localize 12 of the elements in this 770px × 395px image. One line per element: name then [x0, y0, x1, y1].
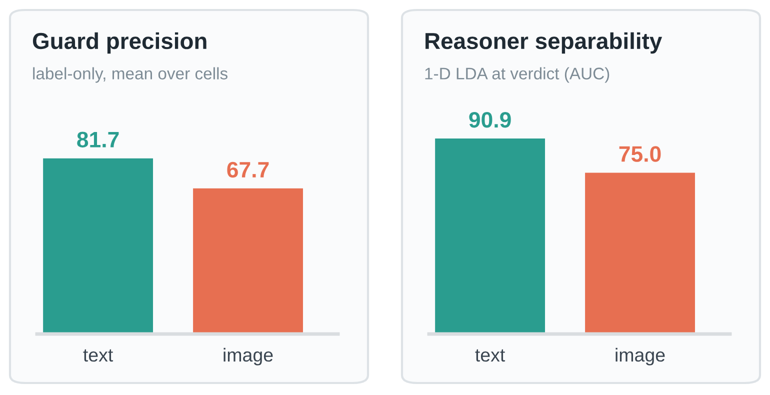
data-label: 67.7: [227, 162, 269, 178]
data-label: 90.9: [469, 112, 511, 128]
chart-title: Guard precision: [32, 32, 206, 54]
data-label: 81.7: [77, 132, 119, 148]
chart-title: Reasoner separability: [426, 32, 662, 54]
data-label: 75.0: [619, 146, 661, 162]
x-tick-label: text: [475, 349, 506, 362]
x-tick-label: image: [616, 348, 665, 366]
x-tick-label: image: [224, 348, 273, 366]
chart-subtitle: label-only, mean over cells: [33, 67, 228, 83]
chart-subtitle: 1-D LDA at verdict (AUC): [425, 67, 610, 83]
x-tick-label: text: [83, 349, 114, 362]
